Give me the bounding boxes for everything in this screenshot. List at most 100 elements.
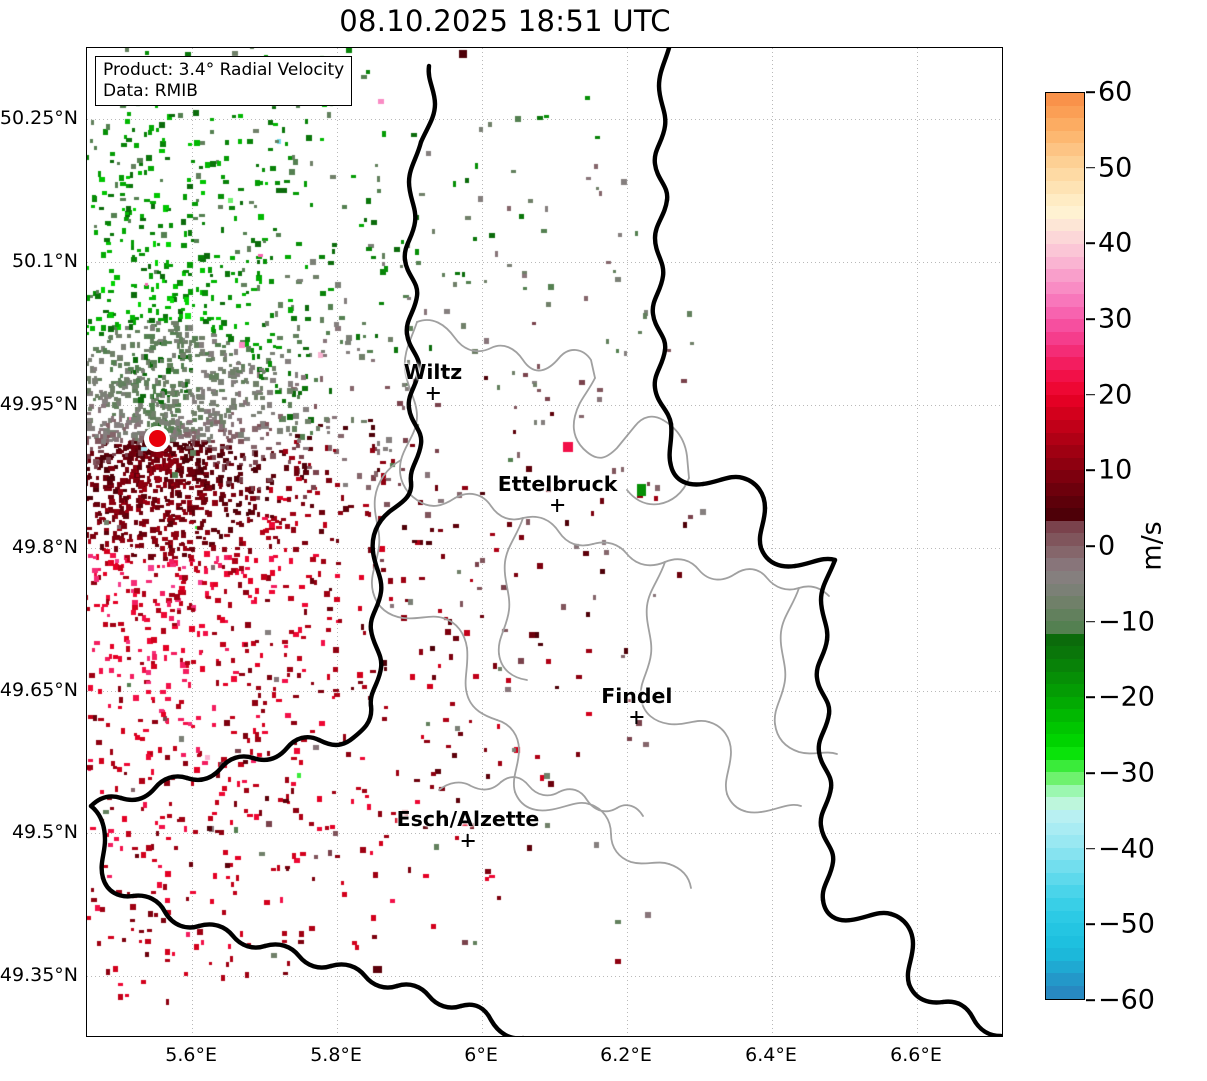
x-tick-label: 5.8°E (310, 1044, 362, 1066)
product-info-box: Product: 3.4° Radial Velocity Data: RMIB (95, 56, 353, 107)
y-tick-label: 50.25°N (0, 107, 78, 130)
colorbar-band (1046, 193, 1084, 207)
colorbar-tick-label: −60 (1098, 984, 1155, 1016)
colorbar-tick-mark (1086, 166, 1095, 169)
colorbar-band (1046, 118, 1084, 131)
radar-map[interactable]: Wiltz Ettelbruck Findel Esch/Alzette Produc… (86, 47, 1003, 1037)
colorbar-band (1046, 696, 1084, 710)
colorbar-band (1046, 432, 1084, 446)
colorbar-band (1046, 860, 1084, 873)
x-tick-label: 6°E (464, 1044, 498, 1066)
colorbar[interactable] (1045, 92, 1085, 1000)
colorbar-tick-mark (1086, 318, 1095, 320)
colorbar-band (1046, 105, 1084, 119)
colorbar-band (1046, 155, 1084, 169)
colorbar-band (1046, 357, 1084, 370)
colorbar-band (1046, 633, 1084, 647)
colorbar-band (1046, 935, 1084, 949)
y-tick-label: 49.8°N (11, 535, 78, 558)
colorbar-gradient (1046, 93, 1084, 999)
colorbar-band (1046, 885, 1084, 898)
colorbar-band (1046, 445, 1084, 458)
colorbar-band (1046, 369, 1084, 383)
y-tick-label: 50.1°N (11, 250, 78, 273)
colorbar-band (1046, 847, 1084, 861)
data-source-label: Data: RMIB (103, 80, 198, 101)
colorbar-tick-label: −10 (1098, 606, 1155, 638)
colorbar-band (1046, 973, 1084, 987)
colorbar-band (1046, 256, 1084, 270)
colorbar-tick-mark (1086, 999, 1095, 1001)
colorbar-tick-label: 60 (1098, 76, 1133, 108)
colorbar-band (1046, 470, 1084, 483)
colorbar-band (1046, 457, 1084, 471)
colorbar-tick-label: 10 (1098, 454, 1133, 486)
colorbar-tick-mark (1086, 923, 1095, 926)
colorbar-band (1046, 747, 1084, 760)
colorbar-band (1046, 520, 1084, 534)
x-tick-label: 6.4°E (745, 1044, 797, 1066)
colorbar-tick-mark (1086, 242, 1095, 245)
y-tick-label: 49.95°N (0, 392, 78, 415)
colorbar-tick-label: 30 (1098, 303, 1133, 335)
product-label: Product: 3.4° Radial Velocity (103, 60, 345, 80)
colorbar-tick-mark (1086, 545, 1095, 547)
borders-layer (88, 48, 1002, 1036)
colorbar-band (1046, 721, 1084, 735)
colorbar-band (1046, 809, 1084, 823)
colorbar-band (1046, 872, 1084, 886)
colorbar-tick-label: −40 (1098, 833, 1155, 865)
colorbar-band (1046, 558, 1084, 571)
colorbar-band (1046, 545, 1084, 559)
colorbar-unit-label: m/s (1136, 521, 1168, 571)
colorbar-band (1046, 583, 1084, 597)
colorbar-band (1046, 281, 1084, 295)
colorbar-band (1046, 206, 1084, 219)
colorbar-band (1046, 294, 1084, 307)
colorbar-tick-label: 40 (1098, 227, 1133, 259)
colorbar-band (1046, 319, 1084, 332)
colorbar-band (1046, 407, 1084, 421)
colorbar-tick-label: −50 (1098, 908, 1155, 940)
colorbar-tick-mark (1086, 772, 1095, 774)
colorbar-band (1046, 168, 1084, 182)
radar-echo-layer (87, 48, 1002, 1036)
colorbar-band (1046, 684, 1084, 697)
colorbar-band (1046, 898, 1084, 911)
colorbar-band (1046, 797, 1084, 810)
colorbar-band (1046, 948, 1084, 961)
colorbar-tick-mark (1086, 91, 1095, 93)
colorbar-tick-mark (1086, 393, 1095, 396)
colorbar-band (1046, 960, 1084, 974)
colorbar-band (1046, 772, 1084, 785)
colorbar-band (1046, 533, 1084, 546)
colorbar-tick-label: 0 (1098, 530, 1116, 562)
colorbar-tick-label: −20 (1098, 681, 1155, 713)
page-title: 08.10.2025 18:51 UTC (339, 4, 671, 38)
colorbar-band (1046, 231, 1084, 244)
colorbar-tick-label: 50 (1098, 152, 1133, 184)
colorbar-band (1046, 608, 1084, 622)
colorbar-band (1046, 181, 1084, 194)
colorbar-band (1046, 570, 1084, 584)
colorbar-band (1046, 495, 1084, 509)
colorbar-band (1046, 910, 1084, 924)
national-border (88, 48, 1002, 1036)
colorbar-tick-mark (1086, 469, 1095, 472)
colorbar-band (1046, 344, 1084, 358)
colorbar-tick-mark (1086, 696, 1095, 699)
colorbar-tick-label: −30 (1098, 757, 1155, 789)
colorbar-band (1046, 986, 1084, 999)
colorbar-band (1046, 709, 1084, 722)
y-tick-label: 49.35°N (0, 964, 78, 987)
y-tick-label: 49.65°N (0, 678, 78, 701)
colorbar-band (1046, 659, 1084, 672)
colorbar-band (1046, 923, 1084, 936)
colorbar-band (1046, 143, 1084, 156)
colorbar-band (1046, 784, 1084, 798)
colorbar-band (1046, 130, 1084, 144)
x-tick-label: 6.6°E (890, 1044, 942, 1066)
colorbar-band (1046, 621, 1084, 634)
colorbar-band (1046, 218, 1084, 232)
y-tick-label: 49.5°N (11, 821, 78, 844)
